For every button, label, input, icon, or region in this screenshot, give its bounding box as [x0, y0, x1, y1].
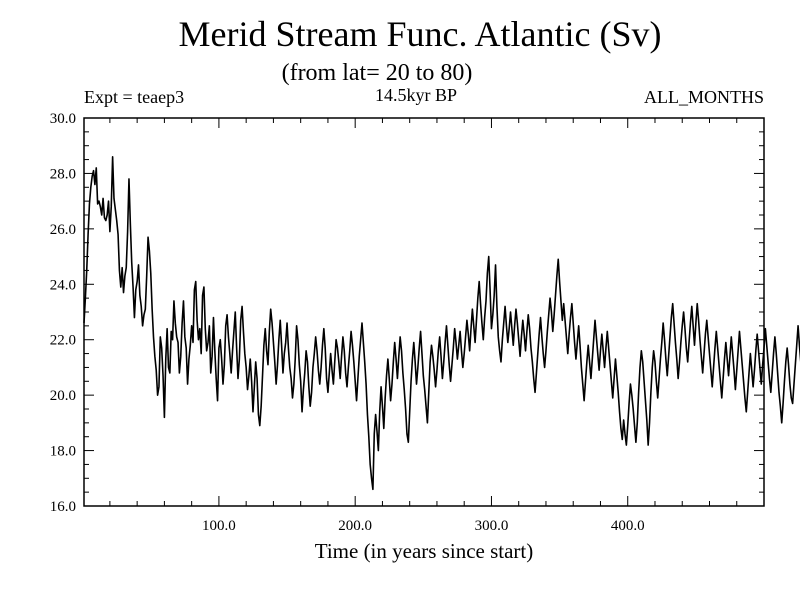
period-label: 14.5kyr BP — [375, 85, 458, 105]
plot-frame — [83, 117, 765, 507]
x-tick-label: 200.0 — [338, 518, 372, 534]
y-tick-label: 16.0 — [50, 499, 76, 515]
axis-ticks: 100.0 200.0 300.0 400.0 16.0 18.0 20.0 22.0 24.0… — [50, 111, 764, 534]
x-tick-label: 300.0 — [475, 518, 509, 534]
y-tick-label: 24.0 — [50, 277, 76, 293]
y-tick-label: 20.0 — [50, 388, 76, 404]
x-tick-label: 100.0 — [202, 518, 236, 534]
y-tick-label: 26.0 — [50, 222, 76, 238]
y-tick-label: 22.0 — [50, 333, 76, 349]
y-tick-label: 30.0 — [50, 111, 76, 127]
data-series — [83, 156, 800, 491]
series-line — [83, 156, 800, 491]
chart-subtitle: (from lat= 20 to 80) — [281, 60, 473, 86]
chart-title: Merid Stream Func. Atlantic (Sv) — [178, 14, 662, 54]
x-tick-label: 400.0 — [611, 518, 645, 534]
y-tick-label: 18.0 — [50, 444, 76, 460]
experiment-label: Expt = teaep3 — [84, 87, 185, 107]
months-label: ALL_MONTHS — [644, 87, 764, 107]
y-tick-label: 28.0 — [50, 166, 76, 182]
x-axis-label: Time (in years since start) — [315, 539, 534, 563]
